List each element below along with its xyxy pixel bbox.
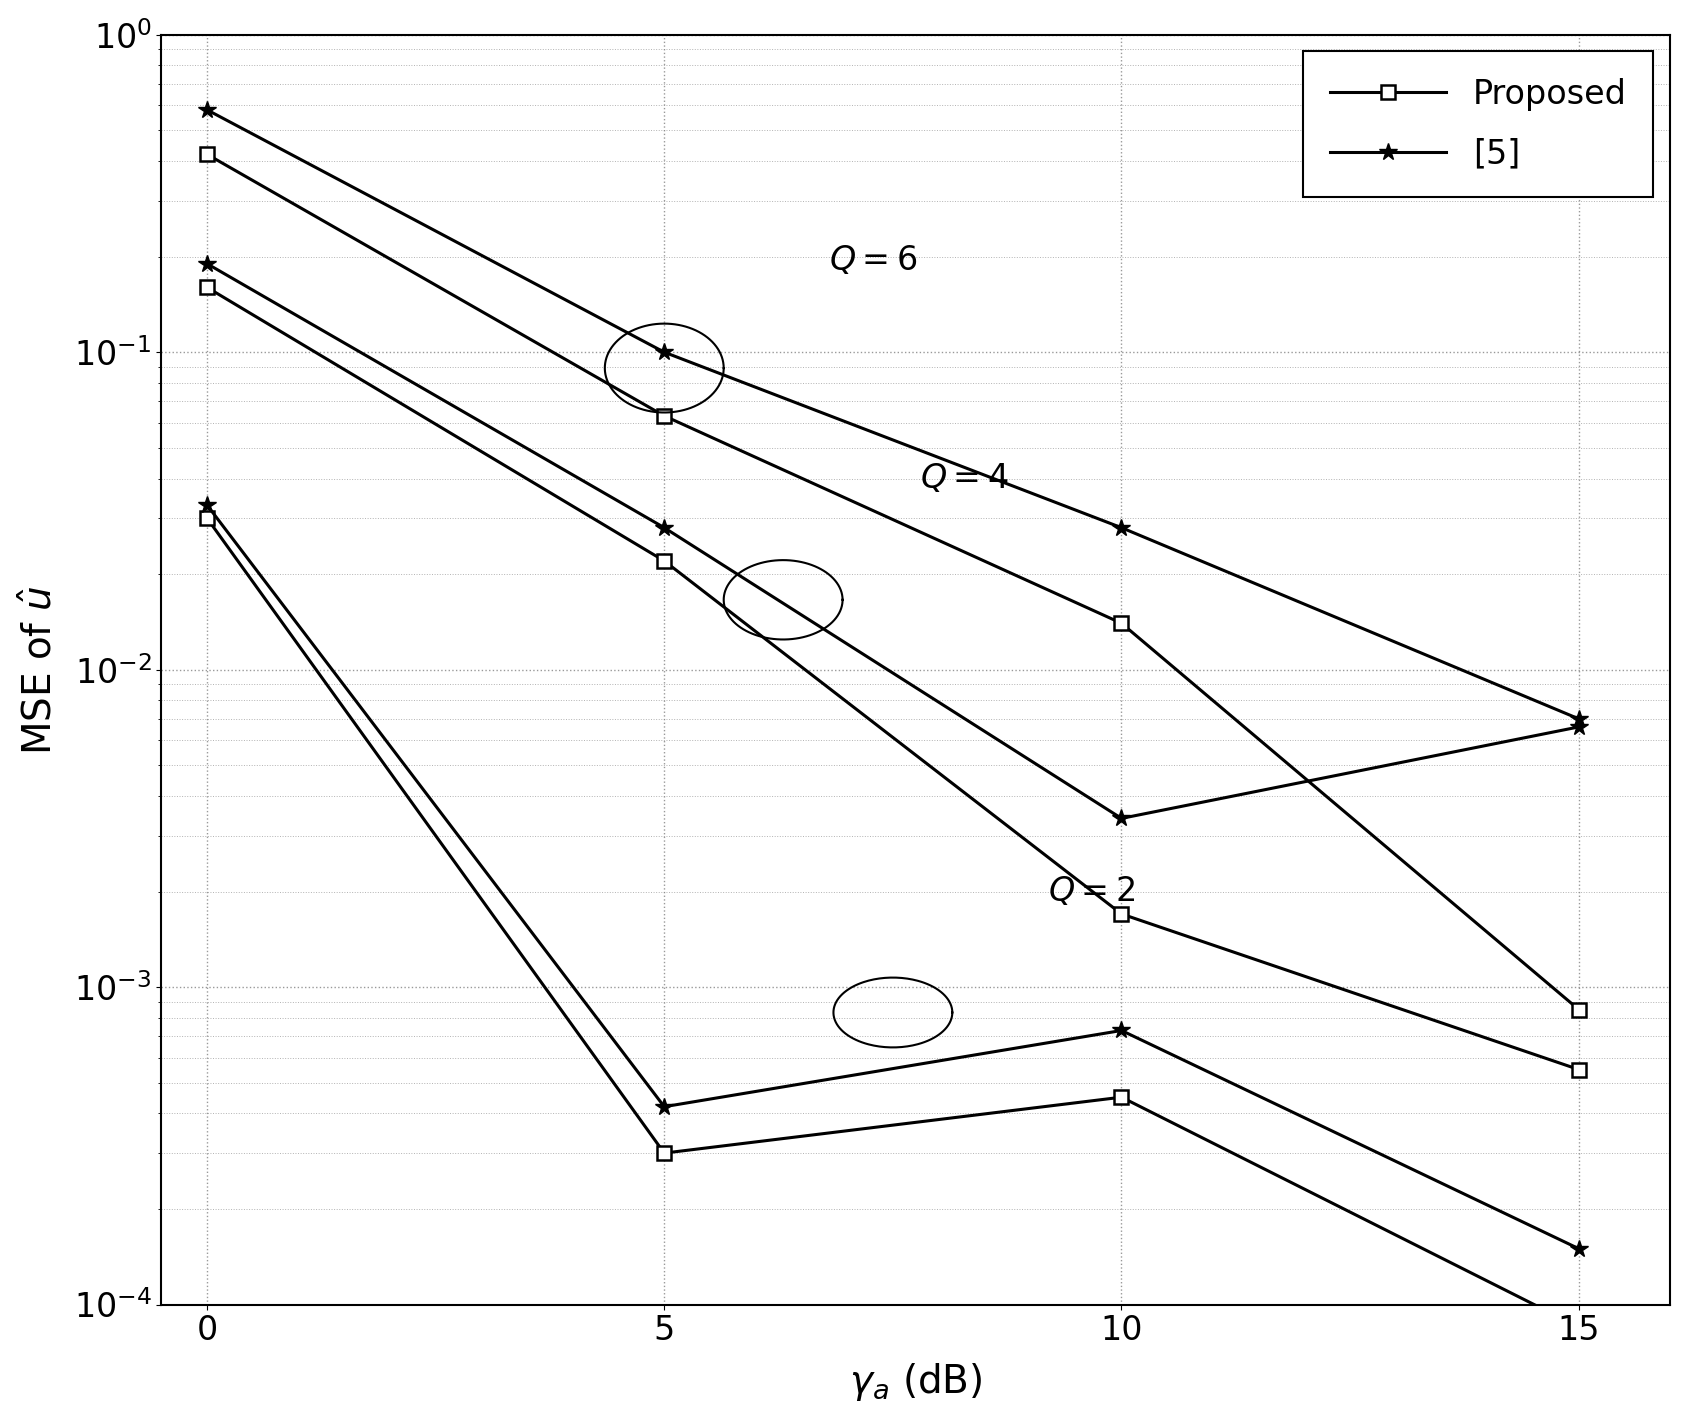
Line: Proposed: Proposed [200, 148, 1586, 1017]
[5] [196, 101, 216, 118]
Text: $Q=6$: $Q=6$ [829, 244, 917, 276]
Y-axis label: MSE of $\hat{u}$: MSE of $\hat{u}$ [20, 585, 59, 755]
Text: $Q=4$: $Q=4$ [920, 461, 1010, 496]
Proposed [654, 407, 675, 424]
[5] [654, 343, 675, 360]
Text: $Q=2$: $Q=2$ [1048, 874, 1136, 909]
X-axis label: $\gamma_{a}$ (dB): $\gamma_{a}$ (dB) [849, 1361, 982, 1403]
Proposed [196, 145, 216, 162]
Proposed [1569, 1001, 1590, 1018]
[5] [1569, 711, 1590, 728]
Line: [5]: [5] [198, 101, 1588, 728]
Legend: Proposed, [5]: Proposed, [5] [1304, 51, 1654, 198]
Proposed [1111, 615, 1131, 632]
[5] [1111, 520, 1131, 537]
